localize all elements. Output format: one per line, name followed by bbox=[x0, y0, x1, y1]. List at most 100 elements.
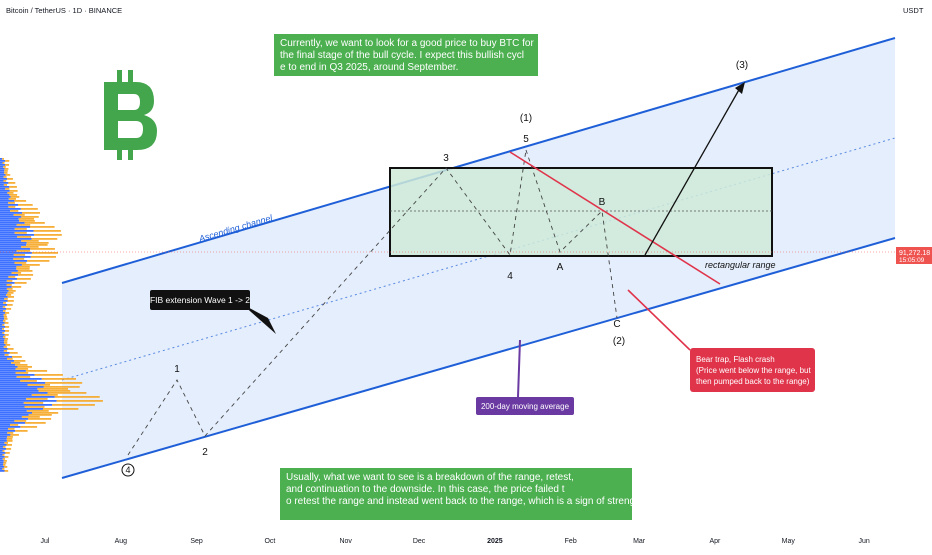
time-tick-label: 2025 bbox=[487, 538, 503, 545]
time-tick-label: Dec bbox=[413, 538, 426, 545]
volume-profile-bar-blue bbox=[0, 238, 32, 240]
range-label: rectangular range bbox=[705, 260, 776, 270]
volume-profile-bar-blue bbox=[0, 268, 17, 270]
symbol-title[interactable]: Bitcoin / TetherUS · 1D · BINANCE bbox=[6, 6, 122, 15]
volume-profile-bar-blue bbox=[0, 462, 4, 464]
volume-profile-bar-orange bbox=[28, 418, 52, 420]
volume-profile-bar-orange bbox=[4, 338, 9, 340]
volume-profile-bar-blue bbox=[0, 420, 15, 422]
volume-profile-bar-orange bbox=[4, 298, 8, 300]
wave-label: 4 bbox=[125, 465, 130, 475]
volume-profile-bar-orange bbox=[2, 468, 5, 470]
volume-profile-bar-orange bbox=[3, 462, 7, 464]
volume-profile-bar-orange bbox=[3, 166, 6, 168]
wave-label: 4 bbox=[507, 271, 513, 282]
countdown-label: 15:05:09 bbox=[899, 257, 925, 264]
volume-profile-bar-blue bbox=[0, 184, 4, 186]
volume-profile-bar-blue bbox=[0, 288, 7, 290]
volume-profile-bar-blue bbox=[0, 452, 6, 454]
volume-profile-bar-orange bbox=[5, 330, 10, 332]
volume-profile-bar-blue bbox=[0, 438, 7, 440]
volume-profile-bar-blue bbox=[0, 180, 4, 182]
fib-note-box bbox=[150, 290, 250, 310]
volume-profile-bar-blue bbox=[0, 398, 27, 400]
volume-profile-bar-blue bbox=[0, 244, 27, 246]
volume-profile-bar-orange bbox=[23, 402, 44, 404]
volume-profile-bar-blue bbox=[0, 248, 31, 250]
volume-profile-bar-blue bbox=[0, 312, 5, 314]
volume-profile-bar-blue bbox=[0, 360, 14, 362]
volume-profile-bar-orange bbox=[5, 174, 11, 176]
volume-profile-bar-orange bbox=[6, 308, 12, 310]
volume-profile-bar-blue bbox=[0, 320, 3, 322]
volume-profile-bar-orange bbox=[38, 390, 71, 392]
wave-count-dashed-line bbox=[127, 149, 527, 456]
projection-arrow-line[interactable] bbox=[644, 87, 741, 256]
volume-profile-bar-blue bbox=[0, 416, 22, 418]
wave-label: (1) bbox=[520, 113, 532, 124]
volume-profile-bar-orange bbox=[5, 164, 10, 166]
rectangular-range-box[interactable] bbox=[389, 167, 773, 257]
volume-profile-bar-blue bbox=[0, 348, 8, 350]
volume-profile-bar-orange bbox=[3, 464, 6, 466]
volume-profile-bar-orange bbox=[7, 348, 14, 350]
channel-upper-line[interactable] bbox=[61, 37, 896, 284]
volume-profile-bar-orange bbox=[47, 392, 87, 394]
volume-profile-bar-orange bbox=[8, 206, 16, 208]
volume-profile-bar-orange bbox=[11, 362, 21, 364]
time-axis[interactable]: Jul Aug Sep Oct Nov Dec 2025 Feb Mar Apr May Jun bbox=[41, 538, 870, 545]
volume-profile-bar-orange bbox=[17, 236, 32, 238]
volume-profile-bar-blue bbox=[0, 316, 4, 318]
volume-profile-bar-orange bbox=[15, 368, 29, 370]
volume-profile-bar-blue bbox=[0, 162, 3, 164]
volume-profile-bar-orange bbox=[21, 416, 40, 418]
volume-profile-bar-orange bbox=[9, 352, 18, 354]
volume-profile-bar-orange bbox=[7, 358, 13, 360]
volume-profile-bar-orange bbox=[54, 396, 100, 398]
volume-profile-bar-orange bbox=[18, 274, 34, 276]
volume-profile-bar-blue bbox=[0, 222, 25, 224]
bear-trap-box bbox=[690, 348, 815, 392]
volume-profile-bar-orange bbox=[10, 434, 19, 436]
volume-profile-bar-blue bbox=[0, 218, 19, 220]
volume-profile-bar-blue bbox=[0, 276, 9, 278]
volume-profile-bar-blue bbox=[0, 212, 22, 214]
volume-profile-bar-orange bbox=[20, 426, 38, 428]
volume-profile-bar-blue bbox=[0, 362, 12, 364]
volume-profile-bar-orange bbox=[31, 238, 58, 240]
volume-profile-bar-orange bbox=[34, 234, 62, 236]
volume-profile-bar-blue bbox=[0, 266, 17, 268]
volume-profile-bar-blue bbox=[0, 242, 27, 244]
volume-profile-bar-orange bbox=[2, 162, 5, 164]
wave-label: 3 bbox=[443, 153, 449, 164]
last-price-label: 91,272.18 bbox=[899, 250, 930, 257]
volume-profile bbox=[0, 158, 103, 472]
channel-lower-line[interactable] bbox=[61, 237, 896, 479]
volume-profile-bar-orange bbox=[11, 272, 22, 274]
volume-profile-bar-blue bbox=[0, 376, 17, 378]
volume-profile-bar-orange bbox=[14, 262, 27, 264]
volume-profile-bar-orange bbox=[17, 278, 31, 280]
wave-label: 1 bbox=[174, 364, 180, 375]
volume-profile-bar-orange bbox=[52, 404, 95, 406]
volume-profile-bar-blue bbox=[0, 176, 4, 178]
volume-profile-bar-orange bbox=[5, 452, 10, 454]
bear-trap-pointer bbox=[627, 289, 691, 351]
wave-labels: 4 1 2 3 4 5 (1) A B C (2) (3) bbox=[121, 60, 748, 477]
volume-profile-bar-blue bbox=[0, 214, 14, 216]
volume-profile-bar-blue bbox=[0, 166, 4, 168]
volume-profile-bar-blue bbox=[0, 186, 10, 188]
volume-profile-bar-orange bbox=[4, 322, 9, 324]
wave-label: (2) bbox=[613, 336, 625, 347]
volume-profile-bar-orange bbox=[14, 200, 27, 202]
volume-profile-bar-orange bbox=[7, 300, 14, 302]
bottom-note: Usually, what we want to see is a breakd… bbox=[286, 472, 646, 507]
volume-profile-bar-orange bbox=[13, 254, 26, 256]
downtrend-line[interactable] bbox=[509, 151, 721, 285]
volume-profile-bar-blue bbox=[0, 370, 26, 372]
ma-label-box bbox=[476, 397, 574, 415]
volume-profile-bar-blue bbox=[0, 338, 5, 340]
volume-profile-bar-blue bbox=[0, 406, 25, 408]
volume-profile-bar-orange bbox=[32, 412, 59, 414]
